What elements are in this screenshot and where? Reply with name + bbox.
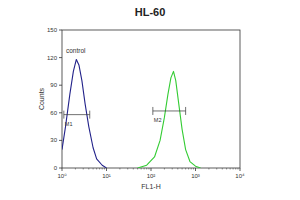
x-minor-tick xyxy=(172,168,173,170)
y-tick xyxy=(59,30,62,31)
y-tick-label: 0 xyxy=(54,165,58,171)
x-minor-tick xyxy=(235,168,236,170)
x-minor-tick xyxy=(177,168,178,170)
x-minor-tick xyxy=(144,168,145,170)
x-tick-label: 10⁴ xyxy=(235,173,245,179)
x-minor-tick xyxy=(141,168,142,170)
y-tick-label: 30 xyxy=(50,137,57,143)
x-minor-tick xyxy=(137,168,138,170)
title: HL-60 xyxy=(135,6,166,18)
x-minor-tick xyxy=(146,168,147,170)
x-minor-tick xyxy=(193,168,194,170)
x-minor-tick xyxy=(127,168,128,170)
gate-bar xyxy=(153,110,186,111)
x-minor-tick xyxy=(191,168,192,170)
x-minor-tick xyxy=(83,168,84,170)
x-tick xyxy=(240,168,241,171)
plot-area xyxy=(62,59,201,168)
y-tick-label: 150 xyxy=(47,27,58,33)
x-tick xyxy=(106,168,107,171)
gate xyxy=(64,111,90,119)
x-minor-tick xyxy=(216,168,217,170)
x-minor-tick xyxy=(237,168,238,170)
gate-end xyxy=(185,107,186,115)
y-tick xyxy=(59,112,62,113)
x-tick xyxy=(62,168,63,171)
histogram-line xyxy=(138,71,201,168)
plot-frame xyxy=(62,30,240,168)
gate-end xyxy=(89,111,90,119)
x-tick-label: 10¹ xyxy=(102,173,111,179)
gate-bar xyxy=(64,114,90,115)
x-minor-tick xyxy=(185,168,186,170)
y-tick-label: 120 xyxy=(47,55,58,61)
x-minor-tick xyxy=(148,168,149,170)
y-axis-label: Counts xyxy=(38,87,45,110)
gate-label: M2 xyxy=(154,117,162,123)
x-minor-tick xyxy=(75,168,76,170)
x-minor-tick xyxy=(233,168,234,170)
x-minor-tick xyxy=(164,168,165,170)
x-minor-tick xyxy=(102,168,103,170)
x-minor-tick xyxy=(88,168,89,170)
x-minor-tick xyxy=(104,168,105,170)
chart: HL-60 0 30 60 90 120 150 10⁰ 10¹ 10² 10³ 10⁴ FL1-H Co… xyxy=(0,0,300,200)
x-minor-tick xyxy=(96,168,97,170)
x-minor-tick xyxy=(188,168,189,170)
x-minor-tick xyxy=(99,168,100,170)
x-minor-tick xyxy=(230,168,231,170)
x-tick xyxy=(195,168,196,171)
gate xyxy=(153,107,186,115)
y-tick-label: 60 xyxy=(50,110,57,116)
x-minor-tick xyxy=(182,168,183,170)
x-minor-tick xyxy=(226,168,227,170)
gate-end xyxy=(63,111,64,119)
x-minor-tick xyxy=(119,168,120,170)
x-minor-tick xyxy=(133,168,134,170)
gate-end xyxy=(152,107,153,115)
y-tick xyxy=(59,140,62,141)
x-axis-label: FL1-H xyxy=(141,183,160,190)
gate-label: M1 xyxy=(65,121,73,127)
x-minor-tick xyxy=(222,168,223,170)
x-tick-label: 10⁰ xyxy=(57,173,67,179)
y-tick xyxy=(59,85,62,86)
x-tick-label: 10² xyxy=(147,173,156,179)
histogram-line xyxy=(62,59,107,168)
x-minor-tick xyxy=(93,168,94,170)
y-tick-label: 90 xyxy=(50,82,57,88)
x-tick xyxy=(151,168,152,171)
x-tick-label: 10³ xyxy=(191,173,200,179)
y-tick xyxy=(59,168,62,169)
series-label: control xyxy=(66,47,86,54)
x-minor-tick xyxy=(208,168,209,170)
y-tick xyxy=(59,57,62,58)
